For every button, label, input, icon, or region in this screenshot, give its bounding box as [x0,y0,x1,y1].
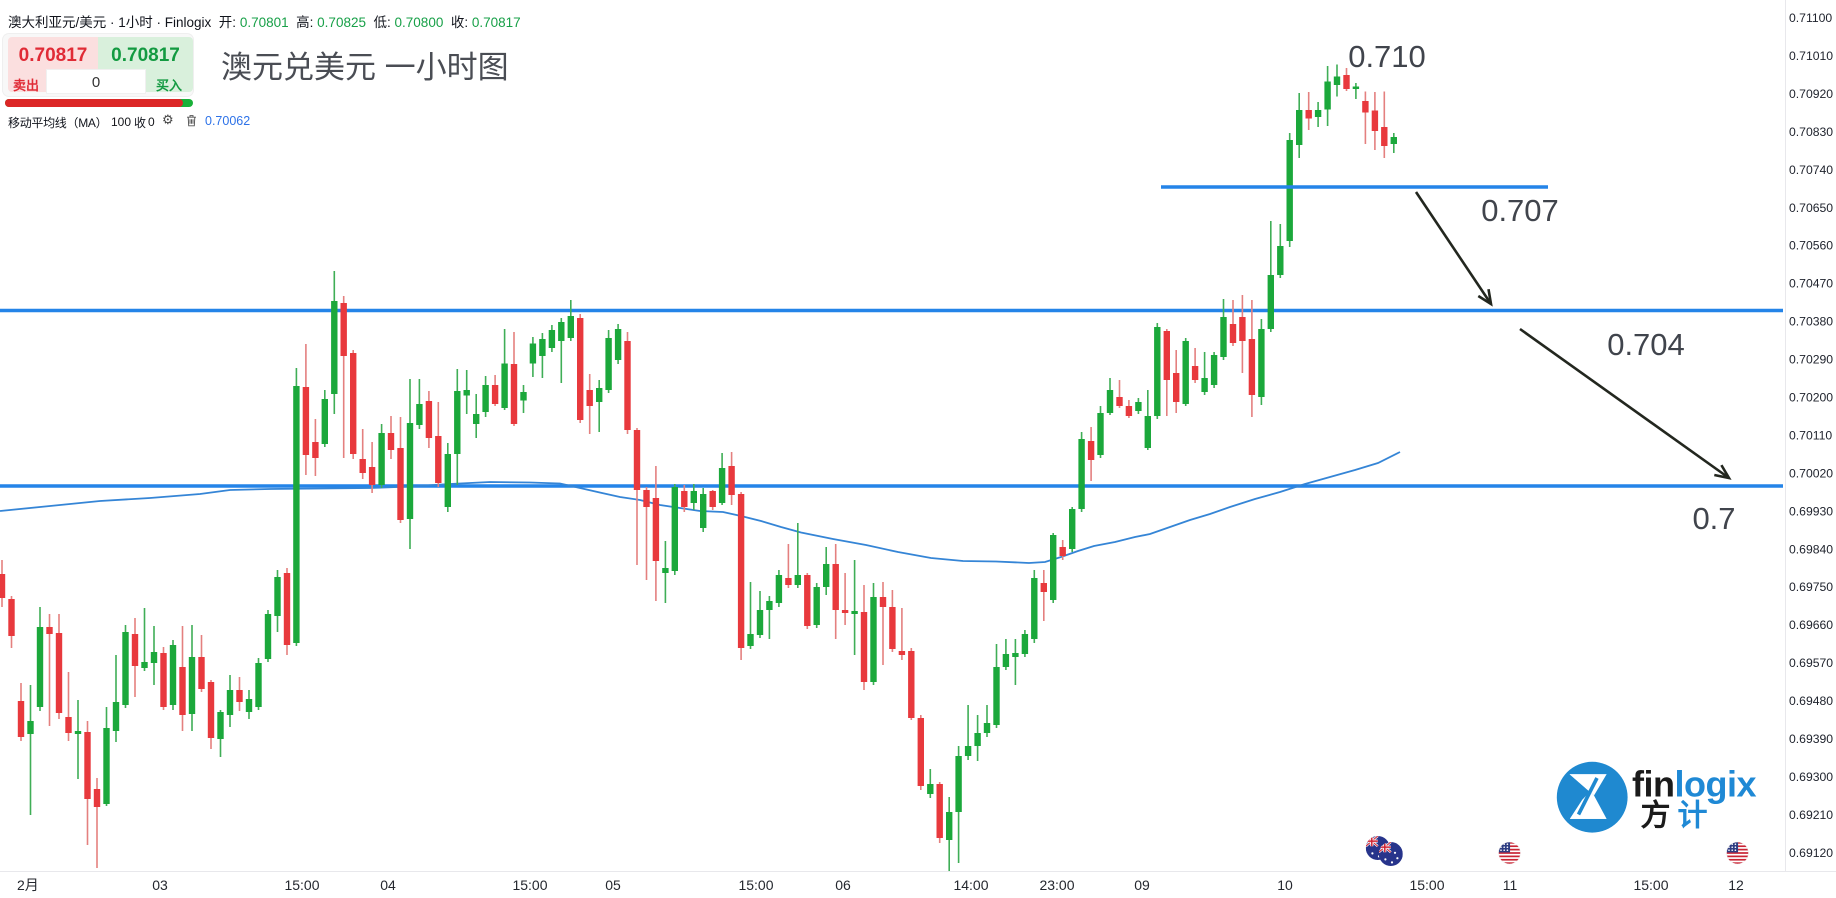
svg-text:10: 10 [1277,877,1293,893]
svg-text:0.70740: 0.70740 [1789,163,1833,177]
svg-text:0.69390: 0.69390 [1789,732,1833,746]
svg-text:finlogix: finlogix [1632,764,1756,805]
svg-text:0.71010: 0.71010 [1789,49,1833,63]
svg-text:12: 12 [1728,877,1744,893]
svg-text:04: 04 [380,877,396,893]
svg-text:15:00: 15:00 [738,877,773,893]
svg-text:0.70020: 0.70020 [1789,466,1833,480]
svg-text:0.7: 0.7 [1692,501,1735,536]
svg-text:15:00: 15:00 [1409,877,1444,893]
svg-text:0.70380: 0.70380 [1789,315,1833,329]
svg-text:0.70200: 0.70200 [1789,391,1833,405]
svg-text:0.70290: 0.70290 [1789,353,1833,367]
svg-text:03: 03 [152,877,168,893]
svg-text:23:00: 23:00 [1039,877,1074,893]
svg-text:09: 09 [1134,877,1150,893]
svg-text:14:00: 14:00 [953,877,988,893]
svg-text:2月: 2月 [17,877,39,893]
svg-text:0.69750: 0.69750 [1789,580,1833,594]
svg-text:05: 05 [605,877,621,893]
svg-text:0.70560: 0.70560 [1789,239,1833,253]
svg-text:0.69660: 0.69660 [1789,618,1833,632]
svg-text:0.69480: 0.69480 [1789,694,1833,708]
svg-text:15:00: 15:00 [284,877,319,893]
svg-text:0.69930: 0.69930 [1789,504,1833,518]
svg-text:0.69210: 0.69210 [1789,808,1833,822]
svg-text:11: 11 [1503,877,1518,893]
svg-text:0.69570: 0.69570 [1789,656,1833,670]
svg-text:0.70650: 0.70650 [1789,201,1833,215]
svg-text:0.70830: 0.70830 [1789,125,1833,139]
svg-text:0.710: 0.710 [1348,39,1426,74]
svg-text:0.69840: 0.69840 [1789,542,1833,556]
svg-text:06: 06 [835,877,851,893]
svg-text:0.70920: 0.70920 [1789,87,1833,101]
svg-text:0.704: 0.704 [1607,327,1685,362]
svg-text:0.69120: 0.69120 [1789,846,1833,860]
svg-text:0.71100: 0.71100 [1789,11,1832,25]
svg-text:15:00: 15:00 [1633,877,1668,893]
svg-text:0.69300: 0.69300 [1789,770,1833,784]
svg-text:0.70110: 0.70110 [1789,429,1832,443]
svg-text:15:00: 15:00 [512,877,547,893]
svg-text:0.70470: 0.70470 [1789,277,1833,291]
svg-text:0.707: 0.707 [1481,193,1559,228]
